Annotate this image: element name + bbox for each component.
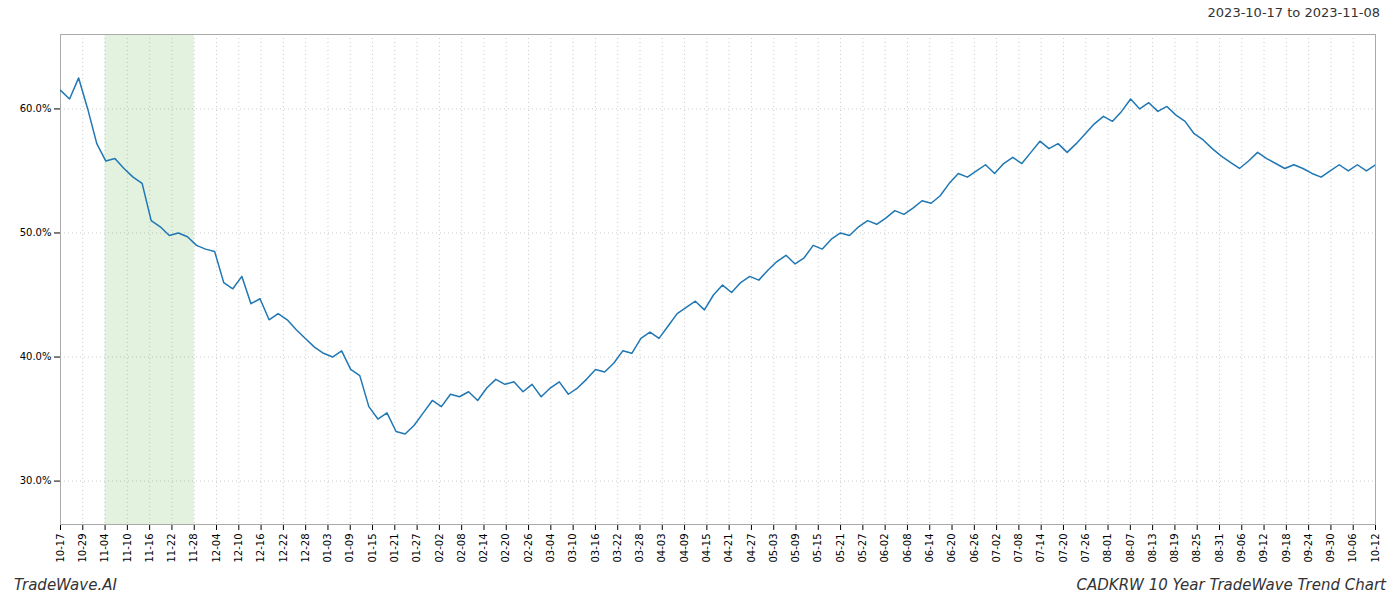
svg-text:11-22: 11-22 (166, 534, 177, 563)
svg-text:03-04: 03-04 (545, 534, 556, 563)
svg-text:07-08: 07-08 (1013, 534, 1024, 563)
svg-text:03-22: 03-22 (612, 534, 623, 563)
svg-text:12-04: 12-04 (211, 534, 222, 563)
svg-text:10-06: 10-06 (1347, 534, 1358, 563)
svg-text:10-29: 10-29 (77, 534, 88, 563)
svg-text:09-30: 09-30 (1325, 534, 1336, 563)
svg-text:07-14: 07-14 (1035, 534, 1046, 563)
svg-text:05-21: 05-21 (835, 534, 846, 563)
svg-text:12-10: 12-10 (233, 534, 244, 563)
svg-text:03-10: 03-10 (567, 534, 578, 563)
svg-text:02-26: 02-26 (523, 534, 534, 563)
svg-text:09-24: 09-24 (1303, 534, 1314, 563)
svg-text:02-14: 02-14 (478, 534, 489, 563)
svg-text:11-16: 11-16 (144, 534, 155, 563)
svg-text:02-02: 02-02 (434, 534, 445, 563)
svg-text:10-12: 10-12 (1370, 534, 1381, 563)
svg-text:07-20: 07-20 (1058, 534, 1069, 563)
svg-text:07-26: 07-26 (1080, 534, 1091, 563)
svg-text:10-17: 10-17 (55, 534, 66, 563)
html-text:2023-10-17 to 2023-11-08: 2023-10-17 to 2023-11-08 (1207, 4, 1380, 20)
svg-text:12-16: 12-16 (255, 534, 266, 563)
svg-text:11-28: 11-28 (188, 534, 199, 563)
svg-text:08-07: 08-07 (1125, 534, 1136, 563)
svg-text:01-21: 01-21 (389, 534, 400, 563)
svg-text:02-20: 02-20 (500, 534, 511, 563)
svg-text:06-02: 06-02 (879, 534, 890, 563)
svg-text:03-28: 03-28 (634, 534, 645, 563)
svg-text:60.0%: 60.0% (20, 103, 52, 114)
svg-text:09-12: 09-12 (1258, 534, 1269, 563)
svg-text:11-10: 11-10 (122, 534, 133, 563)
svg-text:01-27: 01-27 (411, 534, 422, 563)
svg-text:04-09: 04-09 (679, 534, 690, 563)
svg-text:04-21: 04-21 (723, 534, 734, 563)
svg-text:01-09: 01-09 (344, 534, 355, 563)
svg-text:08-01: 08-01 (1102, 534, 1113, 563)
svg-text:03-16: 03-16 (590, 534, 601, 563)
svg-text:06-26: 06-26 (969, 534, 980, 563)
svg-text:09-06: 09-06 (1236, 534, 1247, 563)
svg-text:05-15: 05-15 (812, 534, 823, 563)
svg-text:07-02: 07-02 (991, 534, 1002, 563)
svg-text:05-03: 05-03 (768, 534, 779, 563)
svg-text:01-15: 01-15 (367, 534, 378, 563)
svg-text:05-09: 05-09 (790, 534, 801, 563)
html-text:CADKRW 10 Year TradeWave Trend: CADKRW 10 Year TradeWave Trend Chart (1076, 576, 1386, 594)
svg-text:06-20: 06-20 (946, 534, 957, 563)
svg-text:08-19: 08-19 (1169, 534, 1180, 563)
svg-text:50.0%: 50.0% (20, 227, 52, 238)
svg-text:01-03: 01-03 (322, 534, 333, 563)
svg-text:04-27: 04-27 (746, 534, 757, 563)
svg-text:09-18: 09-18 (1281, 534, 1292, 563)
svg-text:06-14: 06-14 (924, 534, 935, 563)
svg-text:08-31: 08-31 (1214, 534, 1225, 563)
html-text:TradeWave.AI: TradeWave.AI (14, 576, 117, 594)
svg-text:12-28: 12-28 (300, 534, 311, 563)
svg-text:04-03: 04-03 (656, 534, 667, 563)
svg-text:12-22: 12-22 (278, 534, 289, 563)
svg-text:04-15: 04-15 (701, 534, 712, 563)
svg-text:08-25: 08-25 (1191, 534, 1202, 563)
svg-text:02-08: 02-08 (456, 534, 467, 563)
svg-text:08-13: 08-13 (1147, 534, 1158, 563)
svg-text:05-27: 05-27 (857, 534, 868, 563)
svg-text:11-04: 11-04 (99, 534, 110, 563)
svg-text:06-08: 06-08 (902, 534, 913, 563)
svg-text:30.0%: 30.0% (20, 475, 52, 486)
svg-text:40.0%: 40.0% (20, 351, 52, 362)
